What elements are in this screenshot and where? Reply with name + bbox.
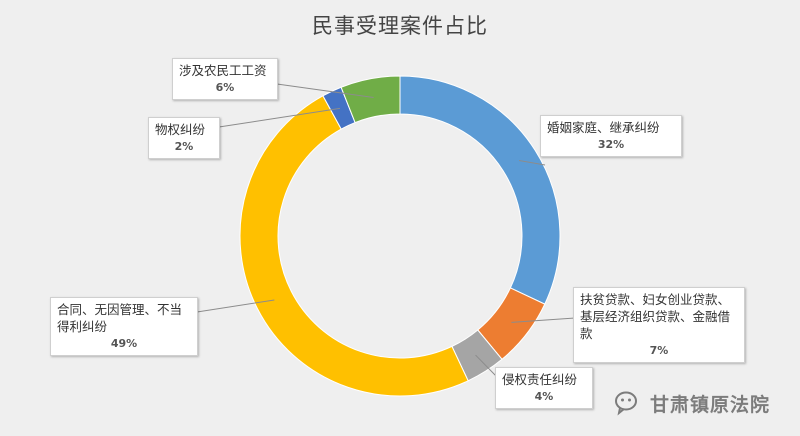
leader-line (276, 83, 374, 98)
slice-migrant-wages (340, 75, 401, 124)
watermark: 甘肃镇原法院 (614, 389, 770, 417)
leader-line (218, 107, 341, 128)
chart-title: 民事受理案件占比 (312, 14, 488, 38)
leader-line (511, 317, 576, 323)
data-label-property: 物权纠纷 2% (148, 117, 220, 159)
wechat-icon (615, 391, 637, 416)
slice-marriage-family (399, 75, 561, 305)
data-label-percent: 6% (215, 81, 235, 94)
data-label-percent: 4% (534, 390, 554, 403)
data-label-tort: 侵权责任纠纷 4% (495, 367, 593, 409)
leader-line (196, 299, 275, 313)
data-label-category: 合同、无因管理、不当得利纠纷 (57, 302, 183, 334)
data-label-category: 扶贫贷款、妇女创业贷款、基层经济组织贷款、金融借款 (580, 292, 731, 341)
data-label-contract: 合同、无因管理、不当得利纠纷 49% (50, 297, 198, 356)
slice-contract (239, 95, 469, 397)
data-label-loans: 扶贫贷款、妇女创业贷款、基层经济组织贷款、金融借款 7% (573, 287, 745, 363)
data-label-marriage-family: 婚姻家庭、继承纠纷 32% (540, 115, 682, 157)
watermark-text: 甘肃镇原法院 (650, 393, 771, 416)
data-label-percent: 7% (649, 344, 669, 357)
data-label-category: 婚姻家庭、继承纠纷 (547, 120, 660, 135)
data-label-category: 涉及农民工工资 (179, 63, 267, 78)
data-label-category: 侵权责任纠纷 (502, 372, 578, 387)
data-label-percent: 32% (597, 138, 625, 151)
data-label-category: 物权纠纷 (155, 122, 206, 137)
data-label-percent: 49% (110, 337, 138, 350)
data-label-percent: 2% (174, 140, 194, 153)
data-label-migrant-wages: 涉及农民工工资 6% (172, 58, 278, 100)
leader-line (518, 159, 546, 166)
leader-line (475, 354, 498, 378)
